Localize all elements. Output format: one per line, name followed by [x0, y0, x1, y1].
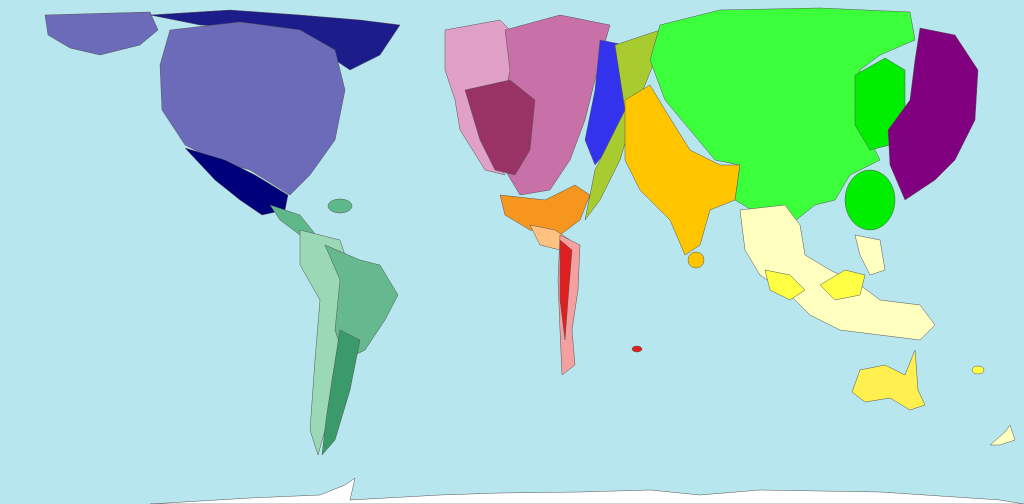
region-argentina: [321, 329, 361, 456]
region-malaysia: [764, 269, 806, 301]
region-europe-dark: [464, 79, 536, 176]
region-middle-east: [499, 184, 591, 236]
region-sri-lanka: [687, 251, 705, 269]
region-madagascar: [631, 345, 643, 353]
region-caribbean: [327, 198, 353, 214]
region-south-asia: [624, 84, 741, 256]
region-indonesia: [819, 269, 866, 301]
region-east-asia: [887, 27, 979, 201]
region-antarctica: [149, 477, 1024, 504]
region-philippines: [854, 234, 886, 276]
region-japan-south: [844, 169, 896, 231]
region-brazil: [324, 244, 399, 361]
region-australia: [851, 349, 926, 411]
region-pacific-island: [971, 365, 985, 375]
region-usa-canada: [159, 21, 346, 196]
region-china: [649, 7, 916, 226]
region-new-zealand: [989, 424, 1016, 446]
region-africa-red: [559, 239, 573, 341]
